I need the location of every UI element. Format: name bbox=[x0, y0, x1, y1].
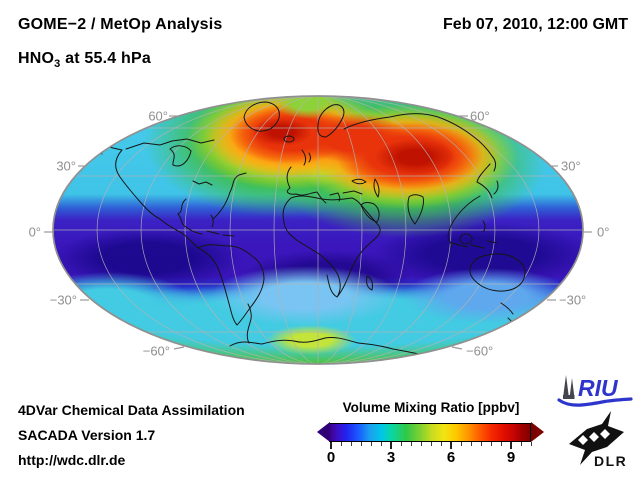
dlr-logo-text: DLR bbox=[594, 453, 627, 469]
lat-label-left-m30: −30° bbox=[49, 292, 77, 308]
footer-assimilation-label: 4DVar Chemical Data Assimilation bbox=[18, 402, 245, 418]
colorbar-overflow-arrow-icon bbox=[531, 422, 544, 442]
colorbar-major-tick-9 bbox=[510, 442, 512, 449]
colorbar-tick-label-0: 0 bbox=[326, 449, 336, 466]
plot-title: GOME−2 / MetOp Analysis bbox=[18, 16, 223, 33]
lat-label-left-0: 0° bbox=[28, 224, 41, 240]
lat-label-left-m60: −60° bbox=[142, 343, 170, 359]
colorbar-major-tick-0 bbox=[330, 442, 332, 449]
lat-label-right-60: 60° bbox=[470, 108, 490, 124]
molecule-subscript: 3 bbox=[54, 58, 61, 71]
lat-label-right-0: 0° bbox=[597, 224, 610, 240]
lat-label-right-m60: −60° bbox=[466, 343, 494, 359]
footer-url: http://wdc.dlr.de bbox=[18, 452, 126, 468]
colorbar-title: Volume Mixing Ratio [ppbv] bbox=[342, 400, 520, 415]
coastlines bbox=[100, 101, 526, 356]
lat-tick-marks bbox=[44, 115, 592, 350]
plot-subtitle: HNO3 at 55.4 hPa bbox=[18, 50, 151, 70]
map-outline bbox=[52, 95, 584, 365]
lat-label-right-30: 30° bbox=[561, 158, 581, 174]
riu-swoosh-icon bbox=[557, 397, 633, 407]
colorbar-tick-label-6: 6 bbox=[446, 449, 456, 466]
colorbar-minor-ticks bbox=[331, 442, 533, 446]
colorbar-tick-label-9: 9 bbox=[506, 449, 516, 466]
molecule-label: HNO bbox=[18, 50, 55, 67]
colorbar-major-tick-6 bbox=[450, 442, 452, 449]
riu-logo-text: RIU bbox=[578, 375, 619, 401]
timestamp: Feb 07, 2010, 12:00 GMT bbox=[443, 16, 628, 33]
graticule bbox=[53, 96, 583, 364]
colorbar-major-tick-3 bbox=[390, 442, 392, 449]
lat-label-right-m30: −30° bbox=[559, 292, 587, 308]
colorbar bbox=[329, 423, 531, 442]
riu-cathedral-icon bbox=[563, 375, 575, 399]
lat-label-left-30: 30° bbox=[56, 158, 76, 174]
dlr-emblem-diamonds bbox=[578, 429, 610, 445]
riu-logo: RIU bbox=[557, 375, 633, 407]
colorbar-tick-label-3: 3 bbox=[386, 449, 396, 466]
dlr-logo: DLR bbox=[569, 411, 627, 469]
lat-label-left-60: 60° bbox=[148, 108, 168, 124]
colorbar-underflow-arrow-icon bbox=[317, 422, 330, 442]
pressure-level-label: at 55.4 hPa bbox=[60, 50, 151, 67]
footer-version-label: SACADA Version 1.7 bbox=[18, 427, 156, 443]
